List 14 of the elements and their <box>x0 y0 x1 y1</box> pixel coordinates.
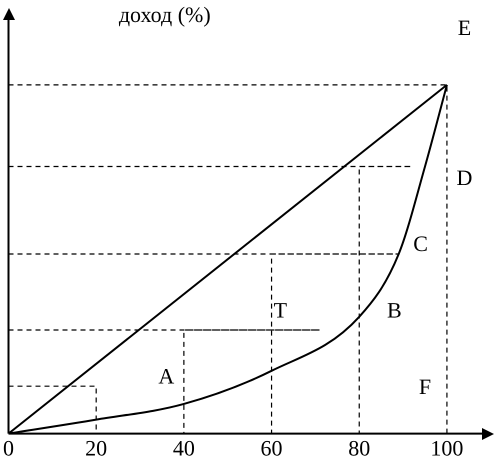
text: E <box>458 14 472 40</box>
x-tick-label: 0 <box>3 436 14 461</box>
x-tick-label: 60 <box>260 436 283 461</box>
annotation: C <box>413 231 428 256</box>
x-tick-label: 100 <box>430 436 464 461</box>
y-axis-title: доход (%) <box>118 2 211 27</box>
annotation: A <box>158 364 174 389</box>
x-tick-label: 40 <box>172 436 195 461</box>
annotation: T <box>274 297 288 322</box>
x-tick-label: 80 <box>348 436 370 461</box>
annotation: D <box>456 164 472 190</box>
annotation: B <box>386 297 402 322</box>
x-tick-label: 20 <box>85 436 108 461</box>
annotation: F <box>418 374 432 400</box>
